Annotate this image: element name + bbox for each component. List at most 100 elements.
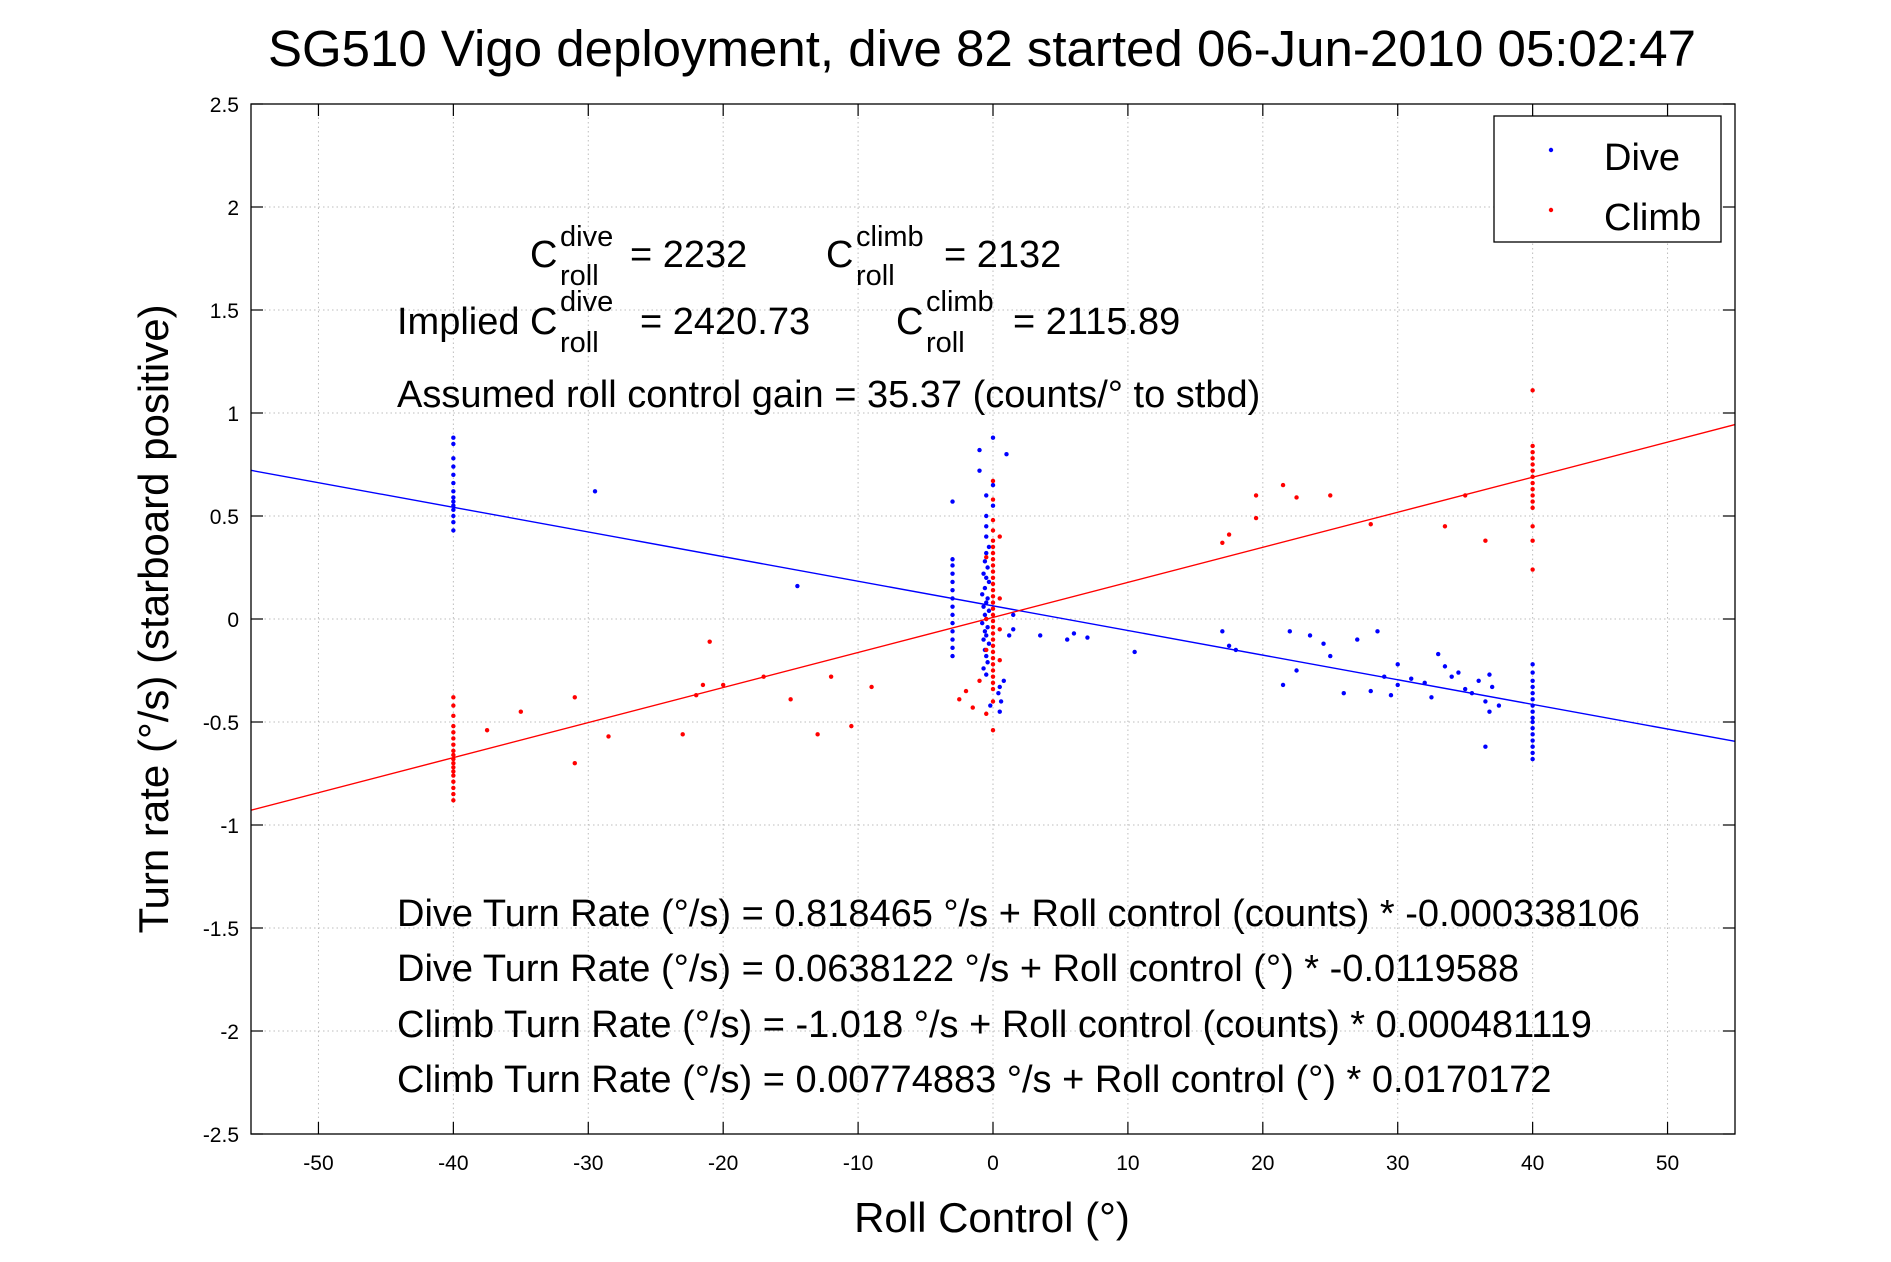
dive-point bbox=[990, 503, 996, 508]
y-tick-label: 1 bbox=[227, 403, 239, 426]
climb-point bbox=[815, 732, 820, 737]
dive-point bbox=[451, 472, 456, 477]
dive-point bbox=[1476, 678, 1481, 683]
dive-point bbox=[985, 565, 990, 570]
chart-title: SG510 Vigo deployment, dive 82 started 0… bbox=[268, 20, 1696, 77]
legend-marker-climb bbox=[1548, 207, 1554, 213]
climb-point bbox=[990, 637, 996, 642]
dive-point bbox=[1462, 686, 1468, 692]
dive-point bbox=[1233, 647, 1239, 653]
dive-point bbox=[984, 524, 989, 529]
climb-point bbox=[720, 682, 726, 688]
y-tick-label: -1 bbox=[220, 815, 239, 838]
dive-point bbox=[950, 557, 955, 562]
climb-point bbox=[1328, 493, 1333, 498]
dive-point bbox=[990, 435, 996, 440]
dive-point bbox=[1530, 690, 1535, 696]
climb-point bbox=[990, 606, 996, 611]
dive-point bbox=[985, 625, 990, 630]
c-roll-climb-label: C bbox=[826, 234, 853, 276]
tick-labels: -50 -40 -30 -20 -10 0 10 20 30 40 50 2.5 2 1.5 1 0.5 0 -0… bbox=[203, 94, 1679, 1175]
climb-point bbox=[1462, 493, 1468, 498]
climb-point bbox=[990, 662, 996, 667]
y-tick-label: 2.5 bbox=[210, 94, 239, 117]
dive-point bbox=[1483, 744, 1488, 749]
climb-point bbox=[990, 563, 996, 568]
x-axis-label: Roll Control (°) bbox=[854, 1194, 1130, 1241]
coefficient-annotations: C dive roll = 2232 C climb roll = 2132 I… bbox=[397, 221, 1260, 416]
dive-point bbox=[984, 653, 989, 659]
dive-point bbox=[1071, 631, 1077, 636]
climb-point bbox=[451, 785, 456, 791]
legend-marker-dive bbox=[1548, 147, 1554, 153]
dive-point bbox=[981, 666, 986, 671]
equation-dive-counts: Dive Turn Rate (°/s) = 0.818465 °/s + Ro… bbox=[397, 893, 1640, 935]
climb-point bbox=[1280, 482, 1286, 488]
dive-point bbox=[1001, 678, 1006, 683]
dive-point bbox=[1011, 612, 1016, 618]
climb-point bbox=[451, 695, 456, 700]
climb-point bbox=[572, 761, 577, 766]
climb-point bbox=[990, 575, 996, 580]
dive-point bbox=[950, 620, 955, 626]
c-roll-dive-value: = 2232 bbox=[630, 234, 747, 276]
dive-point bbox=[950, 579, 955, 585]
dive-point bbox=[950, 563, 955, 568]
dive-point bbox=[981, 637, 986, 642]
x-tick-label: 0 bbox=[987, 1152, 999, 1175]
dive-point bbox=[1530, 750, 1535, 756]
implied-c-roll-climb-sup: climb bbox=[926, 286, 994, 318]
dive-point bbox=[1321, 641, 1326, 646]
dive-point bbox=[985, 660, 990, 665]
y-axis-label: Turn rate (°/s) (starboard positive) bbox=[130, 304, 177, 933]
climb-point bbox=[984, 711, 989, 716]
dive-point bbox=[986, 608, 992, 613]
dive-point bbox=[950, 596, 955, 601]
climb-point bbox=[451, 748, 456, 754]
climb-point bbox=[990, 668, 996, 673]
climb-point bbox=[484, 728, 490, 733]
climb-point bbox=[990, 728, 996, 733]
climb-point bbox=[990, 478, 996, 484]
data-points bbox=[451, 388, 1535, 803]
climb-point bbox=[1294, 495, 1299, 500]
dive-point bbox=[1487, 709, 1492, 714]
dive-point bbox=[986, 544, 992, 550]
climb-point bbox=[572, 695, 577, 700]
dive-point bbox=[451, 456, 456, 461]
climb-point bbox=[451, 769, 456, 774]
implied-c-roll-dive-sub: roll bbox=[560, 327, 599, 359]
climb-point bbox=[1530, 567, 1535, 572]
climb-point bbox=[990, 631, 996, 636]
dive-point bbox=[986, 579, 992, 585]
climb-point bbox=[1442, 524, 1448, 529]
dive-point bbox=[451, 513, 456, 519]
dive-point bbox=[977, 468, 982, 473]
dive-point bbox=[1011, 627, 1016, 632]
climb-point bbox=[1530, 449, 1535, 455]
y-tick-label: 0.5 bbox=[210, 506, 239, 529]
climb-point bbox=[1530, 499, 1535, 504]
dive-point bbox=[981, 604, 986, 609]
climb-point bbox=[869, 684, 874, 690]
x-tick-label: -50 bbox=[303, 1152, 333, 1175]
climb-point bbox=[990, 655, 996, 661]
climb-point bbox=[1530, 524, 1535, 529]
climb-point bbox=[970, 705, 975, 710]
dive-point bbox=[1287, 629, 1293, 634]
legend: Dive Climb bbox=[1493, 115, 1722, 243]
climb-point bbox=[451, 779, 456, 784]
climb-point bbox=[990, 557, 996, 562]
climb-point bbox=[1483, 538, 1488, 543]
x-tick-label: 20 bbox=[1251, 1152, 1274, 1175]
dive-point bbox=[1496, 703, 1502, 708]
climb-point bbox=[990, 625, 996, 630]
dive-point bbox=[1341, 690, 1346, 696]
climb-point bbox=[451, 742, 456, 747]
dive-point bbox=[1530, 678, 1535, 683]
climb-point bbox=[1368, 522, 1373, 527]
implied-c-roll-climb-sub: roll bbox=[926, 327, 965, 359]
y-tick-label: 0 bbox=[227, 609, 239, 632]
dive-point bbox=[451, 528, 456, 533]
dive-point bbox=[998, 699, 1004, 704]
